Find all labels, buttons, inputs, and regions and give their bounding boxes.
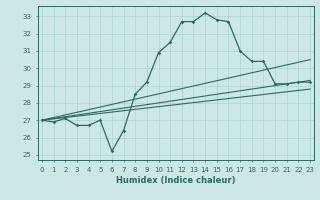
X-axis label: Humidex (Indice chaleur): Humidex (Indice chaleur)	[116, 176, 236, 185]
